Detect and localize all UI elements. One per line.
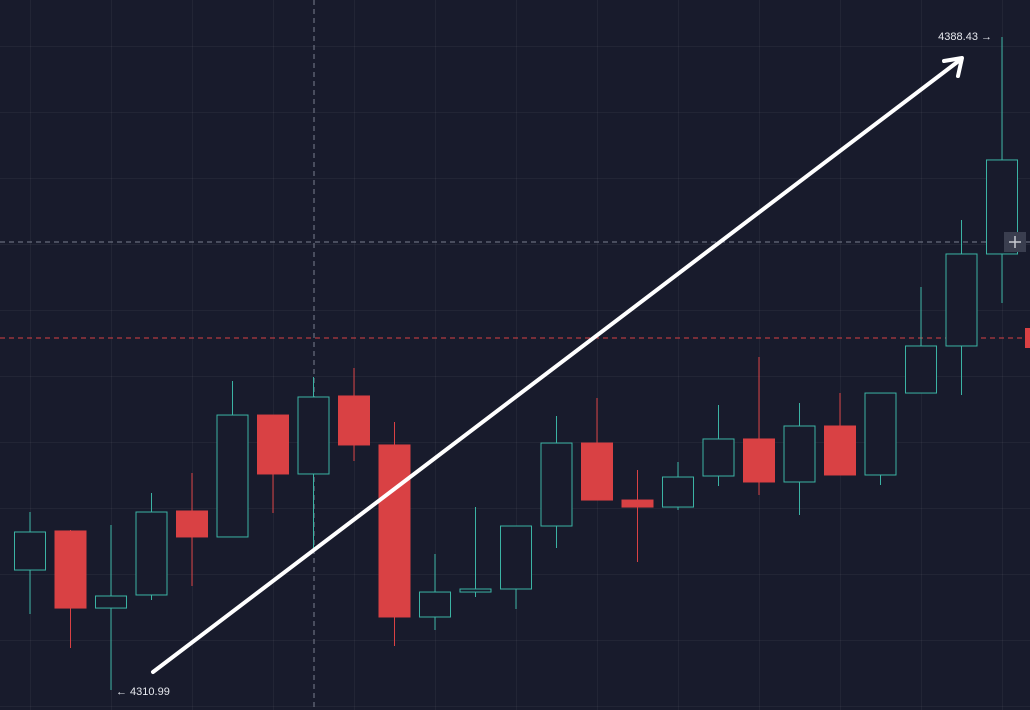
candle-body [540,442,573,527]
candle-body [419,591,451,618]
low-label: ← 4310.99 [116,686,170,698]
candle-body [257,414,289,475]
candle-body [662,476,694,508]
trend-arrow-head [942,56,964,78]
add-icon[interactable] [1009,236,1021,248]
candle-body [581,442,613,501]
candle-body [297,396,330,475]
candle-body [216,414,249,538]
trend-arrow [151,58,962,674]
candle-body [338,395,370,446]
candle-body [945,253,978,347]
add-button[interactable] [1004,232,1026,252]
candle-body [54,530,87,609]
candle-body [135,511,168,596]
candle-body [783,425,816,483]
candle-body [702,438,735,477]
candle-body [95,595,127,609]
candle-body [459,588,492,593]
candle-body [905,345,937,394]
candle-body [824,425,856,476]
candle-body [14,531,46,571]
candle-body [621,499,654,508]
candle-body [743,438,775,483]
candle-body [176,510,208,538]
candle-body [864,392,897,476]
candle-body [378,444,411,618]
candle-body [500,525,532,590]
high-label: 4388.43 → [938,31,992,43]
candles [14,37,1018,691]
price-marker [1025,328,1030,348]
